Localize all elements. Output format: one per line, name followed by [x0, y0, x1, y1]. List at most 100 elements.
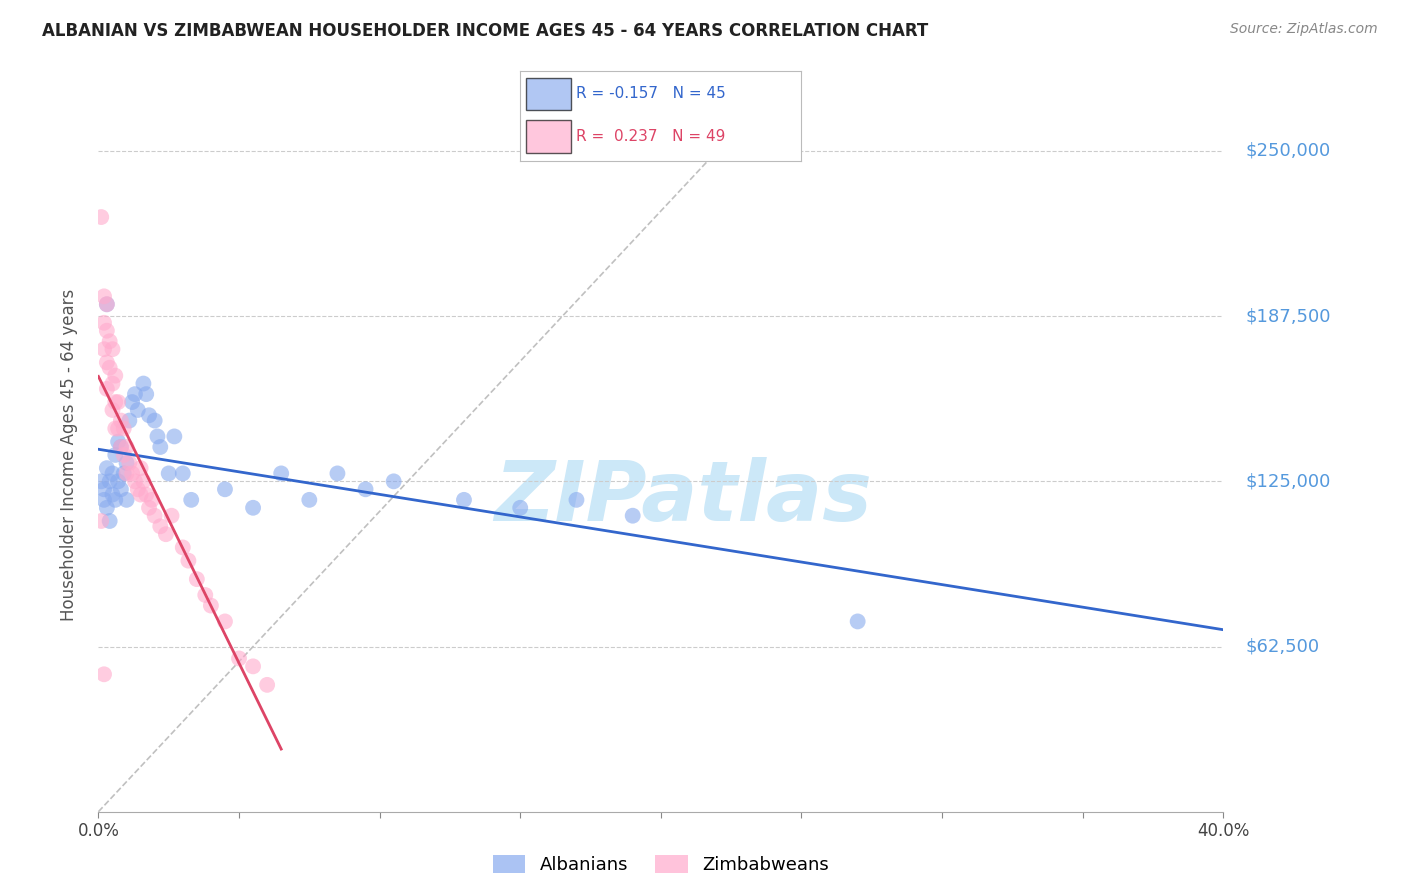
Point	[93, 342, 115, 356]
Point	[132, 475, 155, 489]
Point	[104, 421, 127, 435]
Point	[509, 500, 531, 515]
Point	[155, 527, 177, 541]
Point	[180, 492, 202, 507]
Text: $250,000: $250,000	[1246, 142, 1331, 160]
Point	[110, 440, 132, 454]
Point	[141, 492, 163, 507]
Point	[107, 395, 129, 409]
Point	[90, 210, 112, 224]
Point	[112, 467, 135, 481]
Legend: Albanians, Zimbabweans: Albanians, Zimbabweans	[485, 847, 837, 881]
Point	[115, 456, 138, 470]
Point	[326, 467, 349, 481]
Point	[98, 334, 121, 349]
Point	[228, 651, 250, 665]
Point	[93, 289, 115, 303]
Point	[270, 467, 292, 481]
Point	[382, 475, 405, 489]
Point	[98, 514, 121, 528]
Point	[172, 467, 194, 481]
Point	[242, 659, 264, 673]
Point	[200, 599, 222, 613]
Point	[104, 448, 127, 462]
Text: $62,500: $62,500	[1246, 638, 1320, 656]
Point	[110, 440, 132, 454]
Point	[172, 541, 194, 555]
Point	[115, 492, 138, 507]
Point	[242, 500, 264, 515]
Point	[98, 360, 121, 375]
Point	[96, 297, 118, 311]
Text: R = -0.157   N = 45: R = -0.157 N = 45	[576, 87, 727, 101]
Point	[96, 355, 118, 369]
Point	[214, 483, 236, 497]
Point	[138, 500, 160, 515]
Point	[90, 475, 112, 489]
Point	[132, 376, 155, 391]
Text: Source: ZipAtlas.com: Source: ZipAtlas.com	[1230, 22, 1378, 37]
Y-axis label: Householder Income Ages 45 - 64 years: Householder Income Ages 45 - 64 years	[59, 289, 77, 621]
Point	[194, 588, 217, 602]
Point	[110, 413, 132, 427]
Point	[101, 467, 124, 481]
Point	[107, 434, 129, 449]
Point	[146, 429, 169, 443]
Point	[149, 519, 172, 533]
Point	[118, 456, 141, 470]
Text: $187,500: $187,500	[1246, 307, 1331, 326]
Text: ZIPatlas: ZIPatlas	[495, 458, 872, 538]
Point	[354, 483, 377, 497]
Point	[846, 615, 869, 629]
Point	[157, 467, 180, 481]
Point	[621, 508, 644, 523]
Point	[107, 475, 129, 489]
Text: R =  0.237   N = 49: R = 0.237 N = 49	[576, 129, 725, 144]
Point	[101, 342, 124, 356]
Point	[115, 440, 138, 454]
Point	[93, 492, 115, 507]
Point	[96, 382, 118, 396]
Point	[160, 508, 183, 523]
Text: ALBANIAN VS ZIMBABWEAN HOUSEHOLDER INCOME AGES 45 - 64 YEARS CORRELATION CHART: ALBANIAN VS ZIMBABWEAN HOUSEHOLDER INCOM…	[42, 22, 928, 40]
Point	[104, 395, 127, 409]
Point	[93, 316, 115, 330]
Point	[104, 492, 127, 507]
Point	[149, 440, 172, 454]
FancyBboxPatch shape	[526, 78, 571, 110]
Point	[112, 421, 135, 435]
Point	[135, 387, 157, 401]
Point	[129, 461, 152, 475]
Point	[124, 475, 146, 489]
Point	[93, 667, 115, 681]
Point	[96, 297, 118, 311]
Point	[565, 492, 588, 507]
Point	[112, 448, 135, 462]
Point	[214, 615, 236, 629]
FancyBboxPatch shape	[526, 120, 571, 153]
Point	[107, 421, 129, 435]
Point	[143, 508, 166, 523]
Point	[453, 492, 475, 507]
Point	[101, 487, 124, 501]
Point	[118, 413, 141, 427]
Point	[121, 395, 143, 409]
Point	[110, 483, 132, 497]
Point	[135, 487, 157, 501]
Point	[138, 409, 160, 423]
Point	[104, 368, 127, 383]
Point	[256, 678, 278, 692]
Point	[124, 387, 146, 401]
Point	[96, 461, 118, 475]
Point	[177, 554, 200, 568]
Text: $125,000: $125,000	[1246, 473, 1331, 491]
Point	[298, 492, 321, 507]
Point	[96, 500, 118, 515]
Point	[127, 403, 149, 417]
Point	[96, 324, 118, 338]
Point	[98, 475, 121, 489]
Point	[163, 429, 186, 443]
Point	[129, 487, 152, 501]
Point	[93, 483, 115, 497]
Point	[101, 403, 124, 417]
